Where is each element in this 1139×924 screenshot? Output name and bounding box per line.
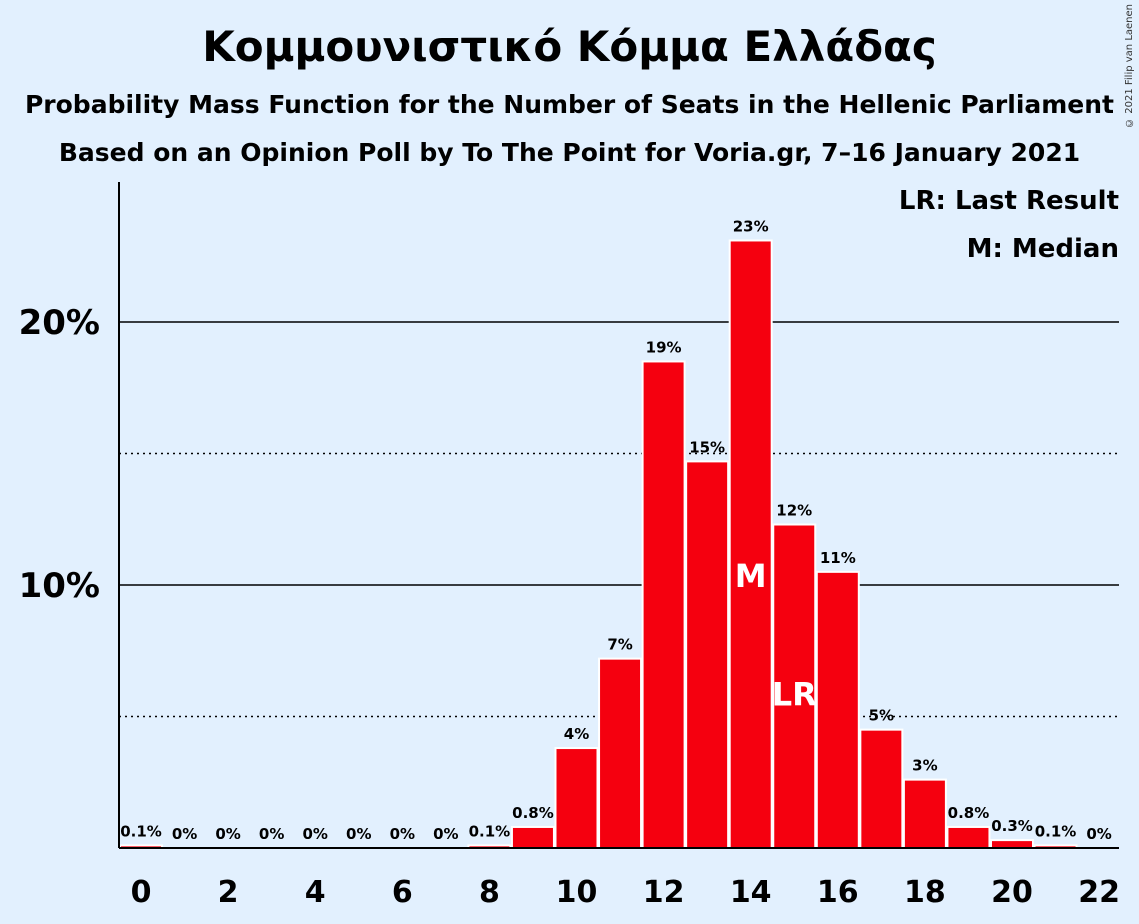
data-label: 0.8%: [948, 804, 990, 822]
data-label: 19%: [646, 338, 682, 356]
x-tick-label: 12: [643, 875, 685, 910]
data-label: 12%: [776, 502, 812, 520]
x-tick-label: 8: [479, 875, 500, 910]
bar: [728, 239, 773, 850]
data-label: 0%: [172, 825, 197, 843]
bar: [554, 747, 599, 849]
x-tick-label: 18: [904, 875, 946, 910]
bar: [641, 360, 686, 849]
chart-source: Based on an Opinion Poll by To The Point…: [58, 138, 1081, 167]
data-label: 0%: [433, 825, 458, 843]
data-label: 0%: [1086, 825, 1111, 843]
data-label: 0%: [259, 825, 284, 843]
bar: [598, 657, 643, 850]
data-label: 0%: [215, 825, 240, 843]
chart-title: Κομμουνιστικό Κόμμα Ελλάδας: [202, 22, 937, 71]
x-tick-label: 6: [392, 875, 413, 910]
bar: [510, 825, 555, 850]
x-tick-label: 22: [1078, 875, 1120, 910]
bar: [772, 523, 817, 849]
data-label: 0.1%: [469, 822, 511, 840]
data-label: 0.3%: [991, 817, 1033, 835]
bar: [859, 728, 904, 850]
x-tick-label: 20: [991, 875, 1033, 910]
data-label: 7%: [607, 636, 632, 654]
bar: [815, 570, 860, 849]
median-marker: M: [735, 557, 767, 595]
data-label: 0.8%: [512, 804, 554, 822]
x-tick-label: 14: [730, 875, 772, 910]
legend-median: M: Median: [966, 234, 1119, 264]
data-label: 0%: [346, 825, 371, 843]
bar: [685, 460, 730, 849]
last-result-marker: LR: [772, 676, 817, 714]
bar: [990, 839, 1034, 849]
bar: [902, 778, 947, 849]
data-label: 0%: [390, 825, 415, 843]
data-label: 5%: [869, 707, 894, 725]
data-label: 3%: [912, 757, 937, 775]
y-tick-label: 20%: [19, 303, 100, 343]
data-label: 11%: [820, 549, 856, 567]
data-label: 15%: [689, 438, 725, 456]
x-tick-label: 4: [305, 875, 326, 910]
data-label: 0.1%: [1035, 822, 1077, 840]
x-tick-label: 2: [218, 875, 239, 910]
x-tick-label: 16: [817, 875, 859, 910]
data-label: 0%: [302, 825, 327, 843]
chart-subtitle: Probability Mass Function for the Number…: [24, 90, 1115, 119]
data-label: 0.1%: [120, 822, 162, 840]
x-tick-label: 10: [556, 875, 598, 910]
x-tick-label: 0: [131, 875, 152, 910]
data-label: 23%: [733, 217, 769, 235]
data-label: 4%: [564, 725, 589, 743]
y-tick-label: 10%: [19, 566, 100, 606]
bar: [946, 825, 991, 850]
legend-last-result: LR: Last Result: [898, 186, 1119, 216]
